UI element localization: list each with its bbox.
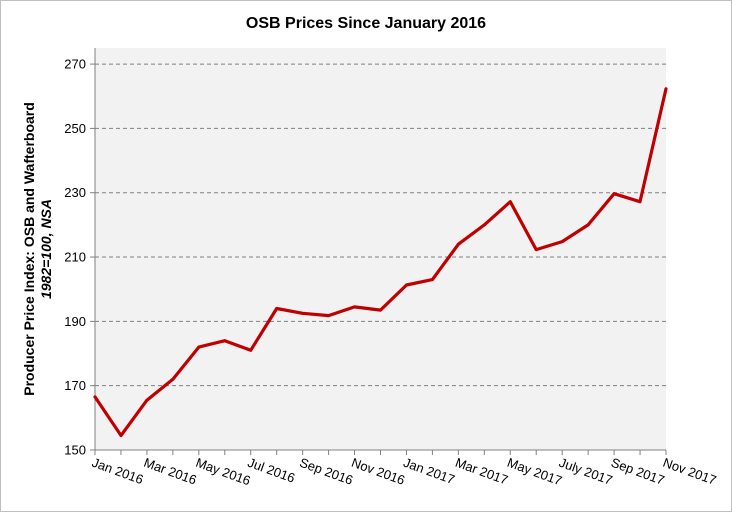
x-tick-label: July 2017	[557, 455, 614, 488]
data-point	[508, 200, 512, 204]
chart-title: OSB Prices Since January 2016	[246, 15, 486, 32]
y-tick-label: 210	[64, 250, 86, 265]
data-point	[534, 248, 538, 252]
data-point	[560, 240, 564, 244]
data-point	[119, 434, 123, 437]
data-point	[456, 242, 460, 246]
data-point	[405, 283, 408, 287]
data-point	[482, 223, 486, 227]
y-axis: 150 170 190 210 230 250 270	[64, 48, 96, 458]
y-tick-label: 230	[64, 185, 86, 200]
data-point	[275, 307, 279, 310]
x-tick-label: Jul 2016	[246, 455, 297, 486]
data-point	[353, 305, 356, 309]
x-tick-label: Nov 2016	[350, 455, 407, 488]
data-point	[431, 278, 434, 281]
y-axis-title: Producer Price Index: OSB and Wafterboar…	[21, 102, 37, 396]
data-point	[249, 348, 253, 352]
data-point	[197, 345, 201, 349]
x-tick-label: Sep 2016	[298, 455, 355, 488]
data-point	[171, 377, 175, 381]
data-point	[223, 339, 227, 343]
y-axis-label: Producer Price Index: OSB and Wafterboar…	[21, 102, 54, 396]
data-point	[638, 200, 642, 204]
data-point	[301, 311, 305, 315]
x-tick-label: Jan 2017	[401, 455, 456, 487]
x-tick-label: Jan 2016	[90, 455, 145, 487]
y-tick-label: 170	[64, 378, 86, 393]
data-point	[145, 398, 149, 402]
plot-area	[95, 48, 666, 450]
series-group	[93, 87, 668, 438]
x-tick-label: Sep 2017	[609, 455, 666, 488]
data-point	[327, 314, 330, 317]
y-tick-label: 190	[64, 314, 86, 329]
x-tick-label: May 2016	[194, 455, 253, 489]
x-tick-label: Mar 2016	[142, 455, 199, 488]
data-point	[586, 223, 590, 227]
data-point	[93, 395, 97, 399]
y-tick-label: 270	[64, 57, 86, 72]
y-tick-label: 250	[64, 121, 86, 136]
data-point	[379, 308, 382, 312]
x-tick-label: Mar 2017	[453, 455, 510, 488]
x-tick-label: Nov 2017	[661, 455, 718, 488]
y-tick-label: 150	[64, 443, 86, 458]
data-point	[612, 192, 616, 196]
y-axis-subtitle: 1982=100, NSA	[38, 199, 54, 299]
x-tick-label: May 2017	[505, 455, 564, 489]
data-point	[664, 87, 668, 91]
